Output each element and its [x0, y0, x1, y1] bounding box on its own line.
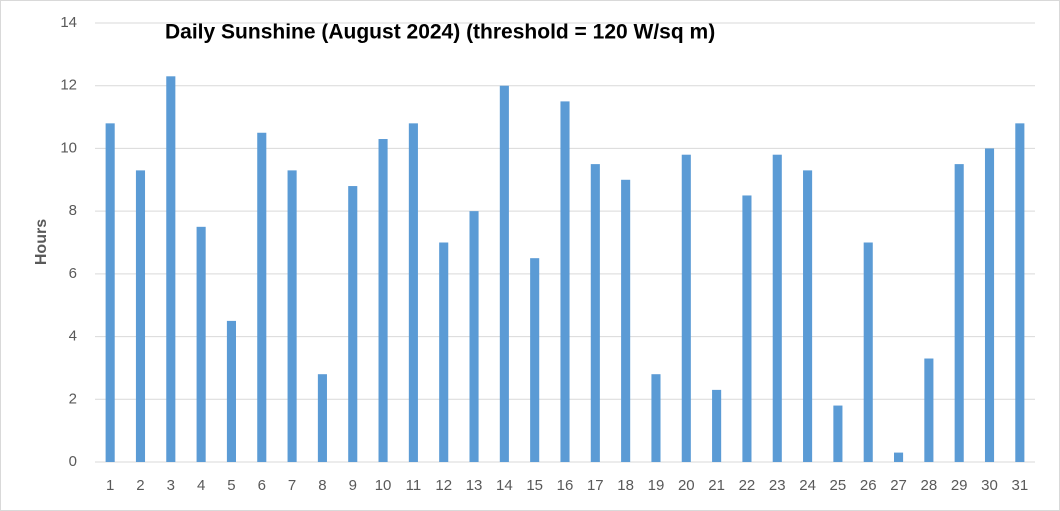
y-tick-label: 0	[69, 453, 77, 470]
x-tick-label: 3	[167, 477, 175, 494]
x-tick-label: 14	[496, 477, 513, 494]
y-tick-label: 12	[60, 77, 77, 94]
bar	[863, 242, 873, 462]
bar	[408, 123, 418, 462]
x-tick-label: 17	[587, 477, 604, 494]
x-tick-label: 13	[466, 477, 483, 494]
bar	[803, 170, 813, 462]
bar	[590, 164, 600, 462]
bar	[166, 76, 176, 463]
x-tick-label: 24	[799, 477, 816, 494]
x-tick-label: 20	[678, 477, 695, 494]
x-tick-label: 31	[1011, 477, 1028, 494]
bar	[894, 452, 904, 462]
bar	[439, 242, 449, 462]
bar	[348, 186, 358, 463]
bar	[317, 374, 327, 462]
x-tick-label: 30	[981, 477, 998, 494]
bar	[196, 226, 206, 462]
x-tick-label: 15	[526, 477, 543, 494]
bar	[833, 405, 843, 462]
bar	[924, 358, 934, 462]
y-tick-label: 6	[69, 265, 77, 282]
x-tick-label: 2	[136, 477, 144, 494]
bar	[954, 164, 964, 462]
bar	[257, 132, 267, 462]
bar	[226, 320, 236, 462]
x-tick-label: 11	[406, 477, 422, 494]
bar	[378, 139, 388, 462]
x-tick-label: 18	[617, 477, 634, 494]
y-tick-label: 10	[60, 139, 77, 156]
y-tick-label: 14	[60, 14, 77, 31]
x-tick-label: 26	[860, 477, 877, 494]
x-tick-label: 28	[921, 477, 938, 494]
bar	[742, 195, 752, 462]
x-tick-label: 7	[288, 477, 296, 494]
bar	[105, 123, 115, 462]
bar	[772, 154, 782, 462]
bar	[135, 170, 146, 462]
x-tick-label: 10	[375, 477, 392, 494]
bar	[530, 258, 540, 462]
x-tick-label: 16	[557, 477, 574, 494]
y-axis-label: Hours	[33, 219, 50, 265]
x-tick-label: 25	[830, 477, 847, 494]
bar	[560, 101, 570, 463]
chart-title: Daily Sunshine (August 2024) (threshold …	[165, 21, 715, 44]
x-tick-label: 22	[739, 477, 756, 494]
bar	[651, 374, 661, 462]
x-tick-label: 27	[890, 477, 907, 494]
y-tick-label: 2	[69, 390, 77, 407]
bar	[984, 148, 995, 462]
x-tick-label: 29	[951, 477, 968, 494]
x-tick-label: 8	[318, 477, 326, 494]
bar	[469, 211, 479, 462]
x-tick-label: 4	[197, 477, 205, 494]
bar	[287, 170, 297, 462]
bar	[681, 154, 691, 462]
bar	[621, 179, 631, 463]
x-tick-label: 9	[349, 477, 357, 494]
y-tick-label: 8	[69, 202, 77, 219]
x-tick-label: 23	[769, 477, 786, 494]
x-tick-label: 5	[227, 477, 235, 494]
bar	[499, 85, 509, 462]
bar	[712, 389, 722, 462]
x-tick-label: 21	[708, 477, 725, 494]
x-tick-label: 6	[258, 477, 266, 494]
x-tick-label: 12	[435, 477, 452, 494]
y-tick-label: 4	[69, 328, 77, 345]
x-tick-label: 1	[106, 477, 114, 494]
bar	[1015, 123, 1025, 462]
x-tick-label: 19	[648, 477, 665, 494]
